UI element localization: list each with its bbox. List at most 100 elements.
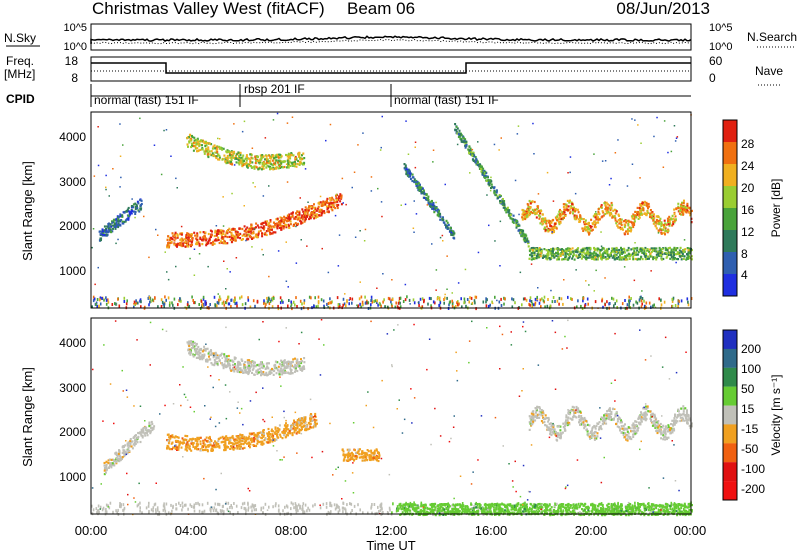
power-echo-cell — [408, 175, 411, 178]
power-echo-cell — [205, 148, 208, 151]
power-echo-cell — [136, 207, 139, 210]
power-echo-cell — [503, 200, 506, 203]
power-echo-cell — [653, 217, 656, 220]
power-echo-cell — [589, 252, 592, 255]
velocity-echo-cell — [264, 438, 267, 441]
power-ground-scatter-cell — [436, 297, 439, 301]
power-noise-cell — [299, 197, 301, 199]
power-ground-scatter-cell — [399, 301, 401, 305]
velocity-echo-cell — [274, 426, 277, 429]
velocity-echo-cell — [299, 367, 302, 370]
power-ground-scatter-cell — [531, 304, 533, 308]
power-echo-cell — [174, 231, 177, 234]
power-echo-cell — [181, 245, 184, 248]
power-echo-cell — [229, 156, 232, 159]
power-echo-cell — [631, 215, 634, 218]
power-echo-cell — [544, 230, 547, 233]
power-noise-cell — [654, 306, 657, 309]
power-noise-cell — [112, 168, 114, 170]
velocity-echo-cell — [212, 356, 215, 359]
power-ground-scatter-cell — [105, 302, 108, 306]
power-ground-scatter-cell — [652, 304, 654, 308]
power-echo-cell — [306, 210, 309, 214]
velocity-echo-cell — [242, 367, 245, 370]
power-echo-cell — [197, 241, 200, 244]
power-ground-scatter-cell — [371, 300, 374, 304]
power-ground-scatter-cell — [680, 299, 683, 303]
power-ground-scatter-cell — [432, 300, 435, 304]
power-echo-cell — [670, 256, 673, 259]
power-noise-cell — [530, 263, 533, 265]
velocity-echo-cell — [252, 367, 255, 370]
power-echo-cell — [623, 232, 626, 235]
velocity-echo-cell — [218, 359, 221, 362]
velocity-echo-cell — [227, 354, 230, 358]
power-echo-cell — [552, 226, 555, 230]
velocity-echo-cell — [249, 443, 252, 446]
power-echo-cell — [462, 135, 465, 138]
power-echo-cell — [259, 154, 262, 157]
velocity-echo-cell — [308, 427, 311, 430]
velocity-echo-cell — [215, 443, 218, 446]
power-echo-cell — [280, 155, 283, 158]
power-ground-scatter-cell — [427, 302, 429, 306]
power-echo-cell — [606, 253, 609, 256]
power-echo-cell — [531, 208, 534, 211]
power-echo-cell — [545, 220, 548, 223]
power-echo-cell — [405, 171, 408, 174]
power-ground-scatter-cell — [624, 299, 626, 302]
power-noise-cell — [153, 144, 156, 146]
power-echo-cell — [207, 154, 209, 157]
power-ground-scatter-cell — [687, 303, 690, 307]
power-echo-cell — [331, 196, 334, 199]
power-echo-cell — [564, 208, 567, 211]
power-echo-cell — [644, 258, 647, 261]
power-echo-cell — [566, 205, 568, 208]
power-echo-cell — [456, 132, 459, 135]
power-noise-cell — [650, 270, 652, 272]
power-echo-cell — [314, 216, 317, 219]
power-noise-cell — [610, 177, 612, 180]
velocity-echo-cell — [347, 451, 350, 454]
power-echo-cell — [188, 134, 191, 137]
power-echo-cell — [182, 242, 185, 245]
power-echo-cell — [188, 234, 191, 237]
velocity-echo-cell — [297, 361, 300, 364]
power-echo-cell — [527, 206, 530, 209]
velocity-echo-cell — [194, 438, 197, 441]
power-echo-cell — [551, 231, 554, 235]
power-ground-scatter-cell — [282, 300, 284, 304]
power-ground-scatter-cell — [351, 301, 353, 305]
power-echo-cell — [290, 153, 293, 157]
power-echo-cell — [636, 253, 639, 256]
power-echo-cell — [284, 223, 287, 226]
power-ground-scatter-cell — [458, 302, 460, 306]
power-echo-cell — [218, 156, 221, 159]
power-echo-cell — [501, 200, 504, 203]
power-echo-cell — [193, 231, 196, 234]
power-echo-cell — [558, 248, 561, 251]
power-echo-cell — [643, 250, 646, 253]
power-echo-cell — [594, 216, 597, 219]
velocity-echo-cell — [272, 430, 275, 433]
power-echo-cell — [180, 233, 183, 236]
power-noise-cell — [377, 187, 379, 190]
power-noise-cell — [404, 283, 407, 286]
power-echo-cell — [196, 243, 199, 246]
power-echo-cell — [553, 254, 556, 257]
power-echo-cell — [607, 207, 610, 210]
power-echo-cell — [680, 213, 683, 216]
power-echo-cell — [606, 212, 608, 215]
power-echo-cell — [542, 254, 545, 257]
velocity-echo-cell — [228, 442, 230, 445]
power-echo-cell — [555, 247, 558, 250]
velocity-echo-cell — [281, 437, 284, 440]
power-echo-cell — [339, 194, 342, 197]
velocity-echo-cell — [225, 357, 228, 361]
power-echo-cell — [660, 223, 663, 226]
power-echo-cell — [201, 144, 203, 147]
power-echo-cell — [303, 163, 305, 166]
velocity-echo-cell — [190, 351, 193, 354]
power-echo-cell — [574, 207, 577, 211]
power-echo-cell — [531, 248, 534, 251]
